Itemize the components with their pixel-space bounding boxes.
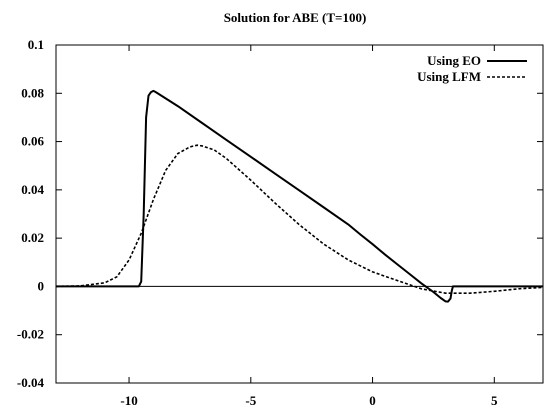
series-line-2 <box>55 144 544 295</box>
x-tick-label: -5 <box>245 393 256 408</box>
series-layer <box>55 89 544 303</box>
chart-title: Solution for ABE (T=100) <box>224 10 367 25</box>
y-tick-label: 0.02 <box>21 230 44 245</box>
x-tick-label: 5 <box>491 393 498 408</box>
y-tick-label: 0.08 <box>21 85 44 100</box>
y-tick-label: 0 <box>38 278 45 293</box>
y-tick-label: -0.02 <box>17 327 44 342</box>
x-tick-label: 0 <box>369 393 376 408</box>
y-tick-label: -0.04 <box>17 375 45 390</box>
y-tick-label: 0.1 <box>28 37 44 52</box>
y-tick-label: 0.04 <box>21 182 44 197</box>
axis-tick-labels: -0.04 -0.02 0 0.02 0.04 0.06 0.08 0.1 -10 -5 0 5 <box>17 37 498 408</box>
x-tick-label: -10 <box>120 393 137 408</box>
plot-frame <box>55 44 544 384</box>
axis-ticks <box>56 44 543 384</box>
legend-label-2: Using LFM <box>417 69 481 84</box>
series-line-1 <box>56 89 543 303</box>
legend-label-1: Using EO <box>427 53 481 68</box>
y-tick-label: 0.06 <box>21 134 44 149</box>
